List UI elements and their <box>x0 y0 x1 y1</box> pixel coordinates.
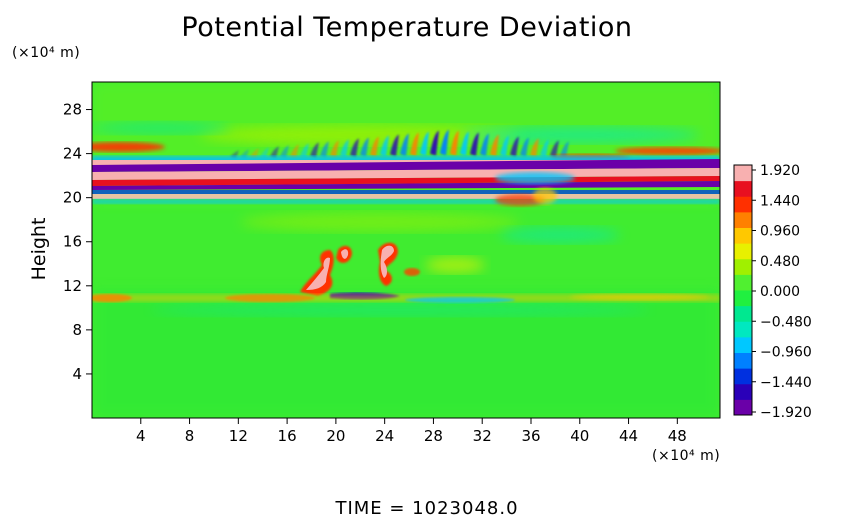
wave-crest <box>360 137 369 157</box>
wave-crest <box>410 132 419 157</box>
x-tick-label: 20 <box>326 427 345 445</box>
colorbar-swatch <box>734 290 752 307</box>
wave-crest <box>290 144 299 159</box>
wave-crest <box>500 135 509 157</box>
colorbar-swatch <box>734 305 752 322</box>
colorbar-swatch <box>734 399 752 416</box>
y-tick-label: 20 <box>63 189 82 207</box>
y-tick-label: 4 <box>72 365 82 383</box>
time-footer: TIME = 1023048.0 <box>335 498 519 519</box>
x-axis-ticks: 4 8 12 16 20 24 28 32 36 40 44 48 <box>136 418 687 445</box>
wave-crest <box>330 140 339 158</box>
y-tick-label: 12 <box>63 277 82 295</box>
colorbar-label: −0.960 <box>760 345 812 361</box>
colorbar-frame <box>733 164 753 416</box>
colorbar-swatch <box>734 383 752 400</box>
x-tick-label: 44 <box>619 427 638 445</box>
colorbar-swatch <box>734 243 752 260</box>
wave-crest <box>260 147 269 159</box>
wave-crest <box>440 129 449 156</box>
wave-crest <box>520 137 529 157</box>
colorbar-label: 0.960 <box>760 224 800 240</box>
x-tick-label: 8 <box>185 427 195 445</box>
wave-crest <box>540 139 549 158</box>
x-tick-label: 40 <box>570 427 589 445</box>
colorbar-swatch <box>734 165 752 182</box>
colorbar-swatch <box>734 321 752 338</box>
colorbar-label: 0.000 <box>760 284 800 300</box>
colorbar-label: −1.920 <box>760 405 812 421</box>
wave-crest <box>490 134 499 157</box>
y-tick-label: 24 <box>63 145 82 163</box>
wave-crest <box>550 140 559 158</box>
wave-crest <box>460 131 469 156</box>
x-tick-label: 28 <box>424 427 443 445</box>
wave-crest <box>470 132 479 157</box>
wave-crest <box>370 136 379 157</box>
colorbar-swatch <box>734 352 752 369</box>
wave-crest <box>530 138 539 158</box>
wave-crest <box>430 130 439 156</box>
colorbar-swatch <box>734 227 752 244</box>
wave-crest <box>420 131 429 156</box>
x-axis-unit: (×10⁴ m) <box>652 448 721 464</box>
x-tick-label: 24 <box>375 427 394 445</box>
y-axis-ticks: 4 8 12 16 20 24 28 <box>63 101 92 383</box>
y-tick-label: 8 <box>72 321 82 339</box>
x-tick-label: 12 <box>229 427 248 445</box>
wave-crest <box>340 139 349 158</box>
colorbar-swatch <box>734 336 752 353</box>
wave-crest <box>400 133 409 157</box>
chart-title: Potential Temperature Deviation <box>181 12 633 43</box>
colorbar-swatch <box>734 180 752 197</box>
wave-crest <box>310 142 319 158</box>
heatmap-field <box>92 82 720 418</box>
wave-crest <box>320 141 329 158</box>
x-tick-label: 36 <box>521 427 540 445</box>
colorbar-label: 0.480 <box>760 254 800 270</box>
wave-crest <box>380 135 389 157</box>
colorbar-label: −1.440 <box>760 375 812 391</box>
plot-frame <box>91 81 721 419</box>
y-tick-label: 28 <box>63 101 82 119</box>
colorbar-swatch <box>734 368 752 385</box>
wave-crest <box>280 145 289 159</box>
y-axis-unit: (×10⁴ m) <box>12 45 81 61</box>
wave-crest <box>510 136 519 157</box>
wave-crest <box>390 134 399 157</box>
colorbar: 1.920 1.440 0.960 0.480 0.000 −0.480 −0.960 −1.… <box>733 163 812 421</box>
x-tick-label: 48 <box>668 427 687 445</box>
colorbar-swatch <box>734 258 752 275</box>
wave-crest <box>560 141 569 158</box>
wave-crest <box>300 143 309 158</box>
wave-crest <box>480 133 489 157</box>
wave-crest <box>350 138 359 158</box>
colorbar-swatch <box>734 196 752 213</box>
colorbar-swatch <box>734 274 752 291</box>
colorbar-label: 1.920 <box>760 163 800 179</box>
x-tick-label: 16 <box>278 427 297 445</box>
x-tick-label: 4 <box>136 427 146 445</box>
colorbar-swatch <box>734 211 752 228</box>
x-tick-label: 32 <box>473 427 492 445</box>
colorbar-label: 1.440 <box>760 193 800 209</box>
wave-crest <box>270 146 279 159</box>
colorbar-label: −0.480 <box>760 314 812 330</box>
y-tick-label: 16 <box>63 233 82 251</box>
wave-crest <box>450 130 459 156</box>
